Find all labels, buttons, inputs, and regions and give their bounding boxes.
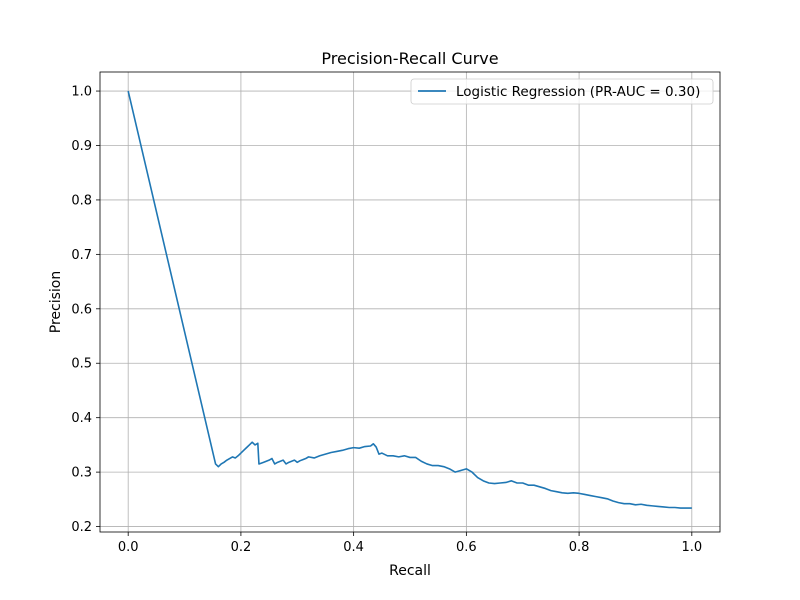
x-tick-label: 0.8 [569, 540, 590, 555]
series-layer [127, 90, 692, 509]
y-tick-label: 1.0 [71, 85, 92, 100]
y-tick-label: 0.5 [71, 357, 92, 372]
x-tick-label: 0.6 [456, 540, 477, 555]
series-line-0 [127, 90, 692, 509]
legend-label: Logistic Regression (PR-AUC = 0.30) [456, 84, 700, 100]
y-tick-label: 0.4 [71, 411, 92, 426]
legend: Logistic Regression (PR-AUC = 0.30) [410, 78, 714, 105]
plot-frame [99, 71, 721, 533]
y-tick-label: 0.6 [71, 302, 92, 317]
y-tick-label: 0.8 [71, 193, 92, 208]
x-tick-label: 0.4 [343, 540, 364, 555]
y-axis-label: Precision [48, 271, 64, 333]
x-axis-label: Recall [389, 563, 431, 579]
x-tick-label: 0.2 [231, 540, 252, 555]
y-tick-label: 0.2 [71, 520, 92, 535]
ticks: 0.0 0.2 0.4 0.6 0.8 1.0 0.2 0.3 0.4 0.5 0.6 0.7 0.8 0… [71, 85, 702, 555]
legend-box [410, 78, 714, 105]
y-tick-label: 0.7 [71, 248, 92, 263]
x-tick-label: 0.0 [118, 540, 139, 555]
y-tick-label: 0.3 [71, 466, 92, 481]
y-tick-label: 0.9 [71, 139, 92, 154]
grid [100, 72, 720, 532]
chart-title: Precision-Recall Curve [321, 49, 498, 68]
x-tick-label: 1.0 [681, 540, 702, 555]
